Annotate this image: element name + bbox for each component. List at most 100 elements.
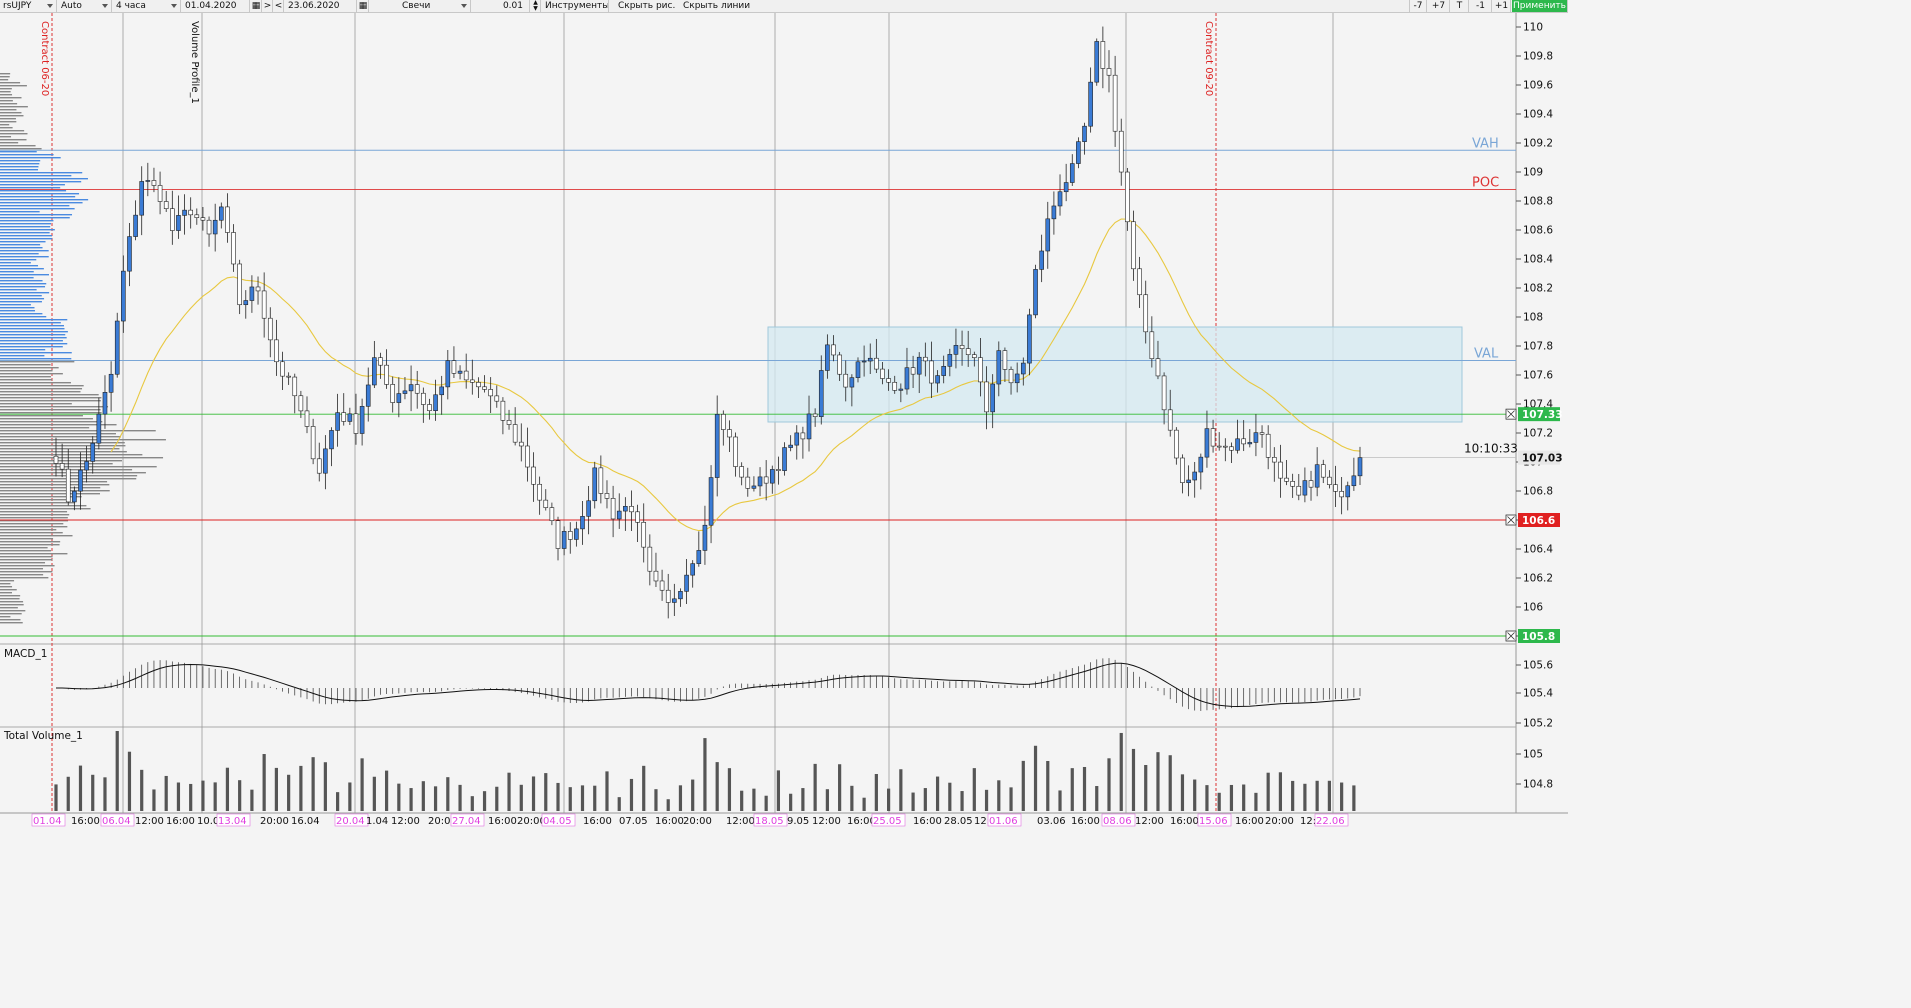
volume-bar: [348, 782, 352, 811]
upper-level-tag: 107.33: [1522, 409, 1563, 421]
profile-bar: [0, 577, 49, 579]
volume-bar: [862, 797, 866, 811]
volume-bar: [1082, 766, 1087, 811]
candle: [714, 395, 720, 497]
volume-bar: [740, 790, 744, 811]
candle-body: [843, 373, 849, 388]
candle-body: [457, 370, 463, 374]
candle: [1125, 167, 1130, 231]
profile-bar: [0, 526, 68, 528]
profile-bar: [0, 76, 10, 78]
volume-bar: [593, 785, 597, 811]
candle: [580, 501, 585, 545]
volume-bar: [152, 789, 156, 811]
candle-body: [365, 384, 371, 407]
candle-body: [690, 563, 695, 576]
volume-bar: [507, 772, 511, 811]
profile-bar: [0, 109, 17, 111]
profile-bar: [0, 211, 40, 213]
scale-select[interactable]: Auto: [58, 0, 112, 12]
volume-bar: [531, 776, 536, 811]
candle-body: [286, 375, 291, 378]
timeframe-select[interactable]: 4 часа: [113, 0, 181, 12]
profile-bar: [0, 532, 63, 534]
candle-body: [237, 263, 242, 306]
time-tick-label: 08.06: [1103, 816, 1132, 827]
apply-button[interactable]: Применить: [1512, 0, 1568, 12]
volume-bar: [299, 765, 303, 811]
candle: [923, 342, 928, 377]
t-button[interactable]: T: [1451, 0, 1469, 12]
candle: [978, 338, 983, 397]
candle-body: [953, 345, 959, 355]
volume-bar: [874, 773, 878, 811]
candle: [53, 437, 59, 477]
profile-bar: [0, 202, 83, 204]
candle: [616, 493, 622, 529]
candle-body: [396, 393, 402, 403]
volume-bar: [519, 784, 523, 811]
zoom-plus7-button[interactable]: +7: [1428, 0, 1450, 12]
volume-bar: [287, 774, 291, 811]
zoom-minus1-button[interactable]: -1: [1470, 0, 1492, 12]
candle-body: [714, 414, 720, 478]
candle: [874, 338, 879, 374]
date-to-input[interactable]: 23.06.2020: [285, 0, 357, 12]
time-tick-label: 12:00: [812, 816, 841, 827]
calendar-icon[interactable]: ▦: [251, 0, 262, 12]
candle: [1020, 357, 1026, 386]
zoom-plus1-button[interactable]: +1: [1493, 0, 1511, 12]
candle-body: [1327, 476, 1332, 485]
candle-body: [1339, 491, 1344, 498]
candle-body: [402, 390, 408, 394]
volume-bar: [801, 788, 805, 811]
candle: [414, 370, 420, 409]
step-input[interactable]: 0.01: [472, 0, 530, 12]
volume-bar: [1315, 780, 1319, 811]
profile-bar: [0, 439, 166, 441]
candle: [96, 397, 102, 450]
symbol-select[interactable]: rsUJPY: [0, 0, 57, 12]
hide-lines-button[interactable]: Скрыть линии: [683, 1, 750, 11]
candle: [567, 522, 573, 554]
volume-bar: [1095, 786, 1099, 811]
candle-body: [947, 354, 953, 367]
volume-bar: [1352, 785, 1356, 811]
step-spinner-icon[interactable]: ▲ ▼: [531, 0, 541, 12]
candle: [1278, 444, 1283, 498]
candle-body: [341, 412, 347, 422]
candle: [1174, 427, 1179, 465]
candle: [690, 560, 695, 588]
profile-bar: [0, 559, 53, 561]
candle-body: [194, 214, 200, 218]
candle: [212, 203, 218, 252]
date-from-input[interactable]: 01.04.2020: [182, 0, 250, 12]
candle-body: [641, 522, 647, 548]
profile-bar: [0, 484, 110, 486]
calendar-icon[interactable]: ▦: [358, 0, 369, 12]
candle: [972, 351, 977, 367]
value-area-zone[interactable]: [767, 326, 1463, 423]
candle: [1082, 122, 1087, 155]
zoom-minus7-button[interactable]: -7: [1409, 0, 1427, 12]
candle: [1131, 210, 1136, 281]
price-tick-label: 107.2: [1523, 428, 1553, 440]
tools-menu[interactable]: Инструменты: [542, 0, 609, 12]
volume-label: Total Volume_1: [3, 730, 83, 742]
profile-bar: [0, 454, 143, 456]
volume-bar: [972, 768, 976, 811]
candle-body: [133, 214, 138, 237]
candle: [1106, 50, 1112, 93]
time-tick-label: 06.04: [102, 816, 131, 827]
chart-type-select[interactable]: Свечи: [370, 0, 471, 12]
profile-bar: [0, 424, 117, 426]
candle: [72, 486, 77, 511]
nav-prev-button[interactable]: <: [274, 0, 284, 12]
hide-drawings-button[interactable]: Скрыть рис.: [618, 1, 676, 11]
time-tick-label: 28.05: [944, 816, 973, 827]
volume-bar: [1327, 780, 1331, 811]
profile-bar: [0, 157, 61, 159]
chart-canvas[interactable]: 110 109.8 109.6 109.4 109.2 109 108.8 108.6 108.…: [0, 13, 1568, 827]
candle: [292, 373, 298, 414]
nav-next-button[interactable]: >: [263, 0, 273, 12]
